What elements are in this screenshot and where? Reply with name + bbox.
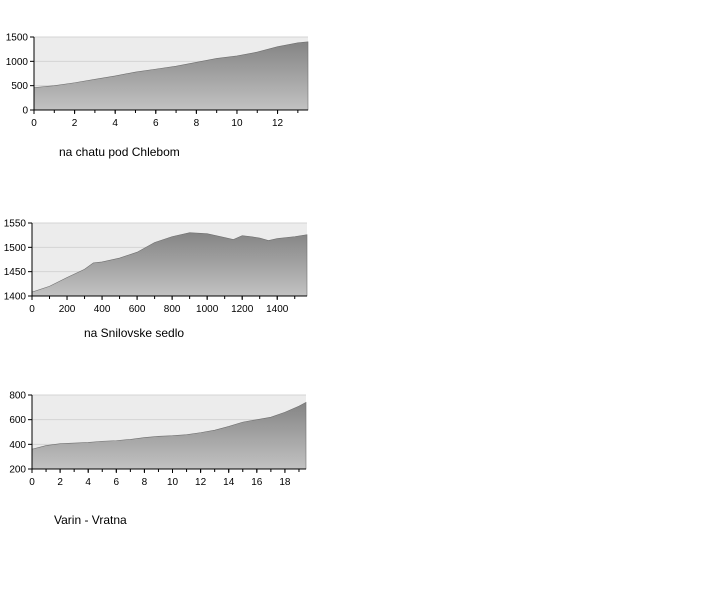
- x-tick-label: 10: [167, 477, 179, 488]
- elevation-area-1: [31, 401, 307, 470]
- x-tick-label: 400: [94, 304, 111, 315]
- chart-caption-3: Varin - Vratna: [54, 513, 127, 527]
- y-tick-label: 1500: [4, 243, 27, 254]
- x-tick-label: 600: [129, 304, 146, 315]
- x-tick-label: 1000: [196, 304, 219, 315]
- x-tick-label: 1200: [231, 304, 254, 315]
- chart-caption-1: na chatu pod Chlebom: [59, 145, 180, 159]
- x-tick-label: 18: [279, 477, 291, 488]
- x-tick-label: 16: [251, 477, 263, 488]
- x-tick-label: 4: [112, 118, 118, 129]
- chart-block-2: 1400 1450 1500 1550 0 200 400 600 800 1000 1200 140…: [0, 187, 340, 377]
- y-tick-label: 400: [9, 440, 26, 451]
- chart-caption-2: na Snilovske sedlo: [84, 326, 185, 340]
- x-tick-label: 12: [272, 118, 284, 129]
- y-tick-label: 1500: [6, 33, 29, 44]
- y-tick-label: 600: [9, 415, 26, 426]
- chart-block-3: 200 400 600 800 0 2 4 6 8 10 12 14 16 18 Varin - Vrat…: [0, 362, 340, 552]
- x-tick-label: 0: [29, 477, 35, 488]
- x-tick-label: 0: [29, 304, 35, 315]
- y-tick-label: 1550: [4, 219, 27, 230]
- y-tick-label: 1450: [4, 267, 27, 278]
- x-tick-label: 800: [164, 304, 181, 315]
- x-tick-label: 6: [153, 118, 159, 129]
- elevation-area-1: [33, 41, 309, 111]
- chart-block-1: 0 500 1000 1500 0 2 4 6 8 10 12 na chatu pod Chleb…: [0, 0, 340, 190]
- y-tick-label: 500: [11, 81, 28, 92]
- x-tick-label: 12: [195, 477, 207, 488]
- x-tick-label: 6: [114, 477, 120, 488]
- elevation-chart-1: 0 500 1000 1500 0 2 4 6 8 10 12: [6, 33, 309, 129]
- x-tick-label: 2: [57, 477, 63, 488]
- x-tick-label: 1400: [266, 304, 289, 315]
- y-tick-label: 200: [9, 465, 26, 476]
- x-tick-label: 14: [223, 477, 235, 488]
- elevation-area-1: [31, 232, 308, 297]
- x-tick-label: 10: [231, 118, 243, 129]
- y-tick-label: 0: [22, 106, 28, 117]
- y-tick-label: 800: [9, 391, 26, 402]
- y-tick-label: 1400: [4, 292, 27, 303]
- elevation-chart-2: 1400 1450 1500 1550 0 200 400 600 800 1000 1200 140…: [4, 219, 308, 315]
- x-tick-label: 0: [31, 118, 37, 129]
- x-tick-label: 8: [142, 477, 148, 488]
- elevation-chart-3: 200 400 600 800 0 2 4 6 8 10 12 14 16 18: [9, 391, 307, 488]
- x-tick-label: 200: [59, 304, 76, 315]
- x-tick-label: 8: [194, 118, 200, 129]
- x-tick-label: 2: [72, 118, 78, 129]
- y-tick-label: 1000: [6, 57, 29, 68]
- x-tick-label: 4: [85, 477, 91, 488]
